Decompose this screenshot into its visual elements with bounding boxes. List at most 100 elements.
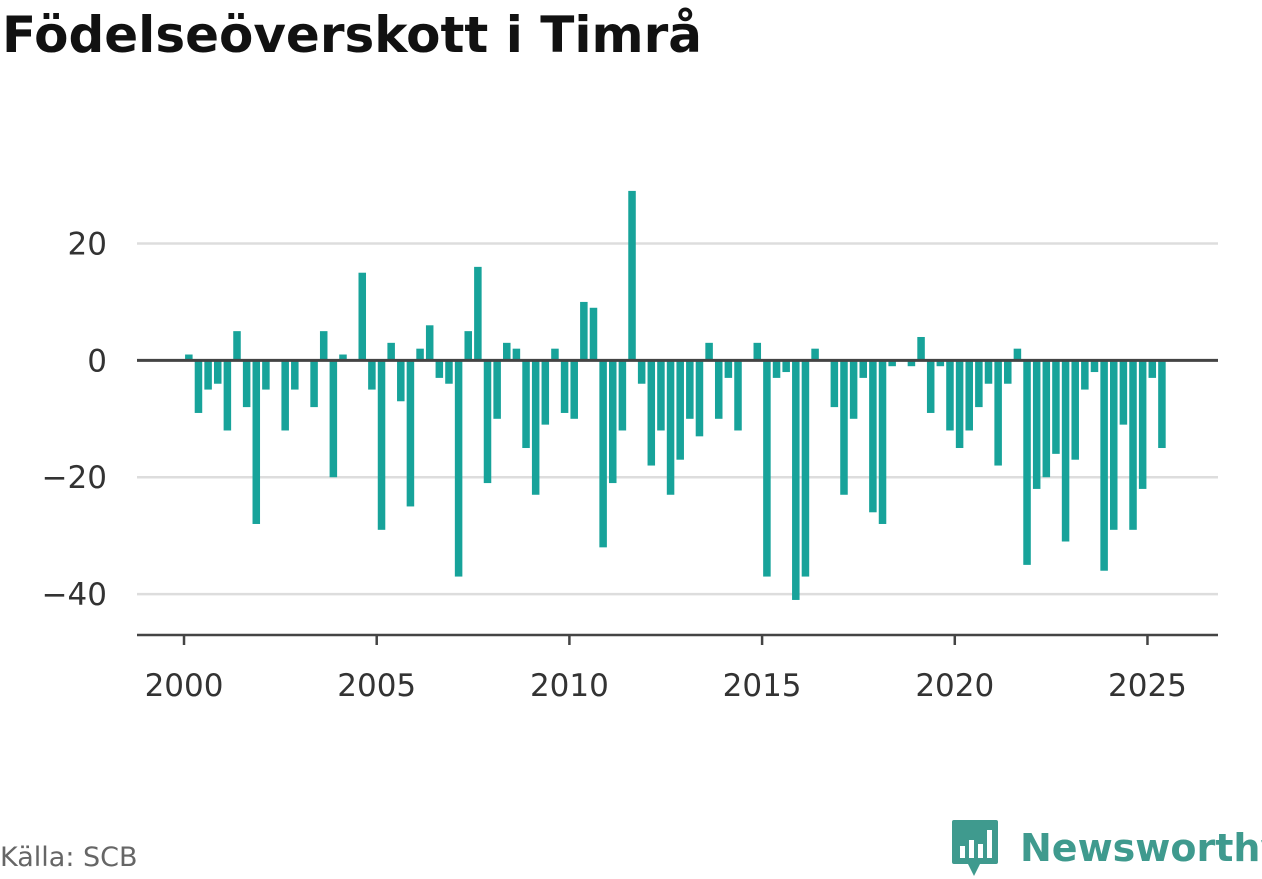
newsworthy-logo-icon [952, 820, 998, 876]
bar [213, 360, 222, 384]
bar [570, 360, 578, 419]
bar [281, 360, 289, 431]
bar [984, 360, 993, 384]
bar [425, 325, 434, 361]
bar [859, 360, 868, 378]
bar [1052, 360, 1060, 454]
bar [907, 360, 916, 367]
bar [763, 360, 771, 577]
bar [628, 190, 636, 361]
x-tick-label: 2015 [723, 668, 802, 704]
bar [1071, 360, 1079, 460]
bar [194, 360, 203, 413]
bar [1013, 348, 1022, 361]
newsworthy-logo: Newsworthy [950, 818, 1262, 878]
bar [676, 360, 684, 460]
bar [686, 360, 694, 419]
bar [801, 360, 810, 577]
bar [1100, 360, 1108, 571]
bar [878, 360, 887, 524]
bar [204, 360, 212, 390]
bar [936, 360, 945, 367]
bar [503, 342, 511, 361]
bar [705, 342, 713, 361]
bar [782, 360, 790, 373]
tick-labels: 20 0 −20 −40 2000 2005 2010 2015 2020 2025 [42, 226, 1187, 704]
x-tick-label: 2010 [530, 668, 609, 704]
bar [493, 360, 501, 419]
bar [233, 331, 241, 361]
bar [416, 348, 424, 361]
bar [1109, 360, 1118, 530]
bar [589, 307, 598, 361]
bar [262, 360, 270, 390]
bar [965, 360, 973, 431]
bar [454, 360, 463, 577]
bar [185, 354, 193, 361]
bar [1081, 360, 1089, 390]
bar [888, 360, 896, 367]
bar [637, 360, 646, 384]
bar [483, 360, 492, 484]
bar [522, 360, 530, 449]
bar [753, 342, 762, 361]
bar [310, 360, 318, 408]
bar [994, 360, 1002, 466]
bar [1090, 360, 1099, 373]
y-tick-label: −40 [42, 577, 107, 613]
bar [1158, 360, 1166, 449]
bar [1032, 360, 1041, 489]
bar [811, 348, 819, 361]
bar [435, 360, 444, 378]
bar [618, 360, 627, 431]
chart-title: Födelseöverskott i Timrå [2, 6, 703, 64]
bar [869, 360, 877, 513]
bar [445, 360, 453, 384]
bar [1119, 360, 1128, 425]
bar [1023, 360, 1031, 565]
bar [695, 360, 704, 437]
bar [1148, 360, 1157, 378]
bar [319, 331, 328, 361]
bar [223, 360, 232, 431]
bar [946, 360, 954, 431]
bar [580, 301, 588, 361]
bar [242, 360, 251, 408]
bar [387, 342, 395, 361]
bar [551, 348, 559, 361]
brand-name: Newsworthy [1020, 826, 1262, 870]
bar [734, 360, 742, 431]
bar [666, 360, 675, 495]
y-tick-label: 20 [68, 226, 107, 262]
bar [975, 360, 983, 408]
bar [1138, 360, 1147, 489]
bar [772, 360, 781, 378]
bar [252, 360, 261, 524]
bar [840, 360, 848, 495]
bar [830, 360, 839, 408]
bar [406, 360, 415, 507]
bar [1004, 360, 1012, 384]
bar [368, 360, 376, 390]
x-tick-label: 2020 [915, 668, 994, 704]
bar [512, 348, 521, 361]
x-tick-label: 2005 [337, 668, 416, 704]
bar [917, 336, 925, 361]
bar [291, 360, 299, 390]
bar [541, 360, 550, 425]
bar [531, 360, 540, 495]
bar [608, 360, 617, 484]
x-tick-label: 2025 [1108, 668, 1187, 704]
y-tick-label: −20 [42, 460, 107, 496]
bar [599, 360, 607, 548]
bar [474, 266, 482, 361]
bar [1042, 360, 1051, 478]
y-tick-label: 0 [87, 343, 107, 379]
bar [358, 272, 367, 361]
bar [1129, 360, 1137, 530]
bar [657, 360, 665, 431]
bar [464, 331, 472, 361]
bar [377, 360, 386, 530]
bar [724, 360, 733, 378]
